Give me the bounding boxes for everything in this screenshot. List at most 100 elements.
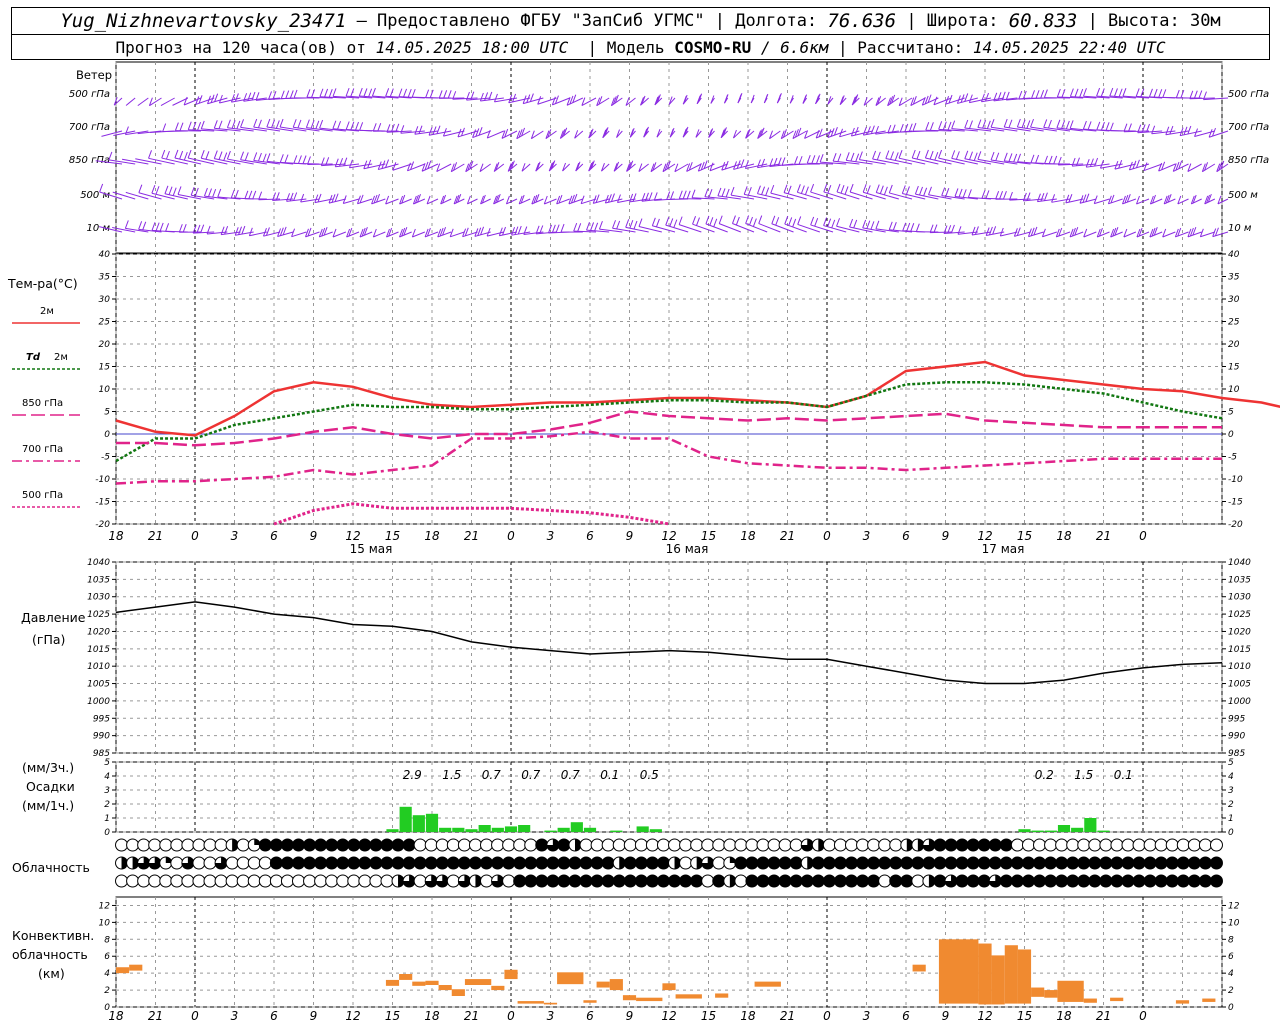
- cloud-circle: [291, 874, 305, 888]
- wind-barb-feather: [810, 183, 815, 193]
- precip-bar: [649, 829, 662, 832]
- cloud-symbol: [878, 874, 892, 888]
- wind-barb-feather: [964, 150, 969, 159]
- wind-barb-feather: [230, 189, 235, 199]
- wind-barb-feather: [1026, 192, 1031, 201]
- wind-barb-feather: [732, 129, 737, 139]
- wind-barb-feather: [840, 185, 845, 194]
- cloud-fill-part: [475, 875, 482, 887]
- wind-barb-feather: [876, 151, 881, 161]
- wind-barb-feather: [1082, 120, 1087, 130]
- cloud-circle: [645, 838, 659, 852]
- temp-panel-ytick-label: 10: [1228, 385, 1240, 395]
- wind-barb-staff: [1042, 231, 1057, 238]
- day-label: 15 мая: [350, 542, 393, 556]
- conv-panel-xtick-label: 18: [424, 1009, 440, 1023]
- cloud-symbol: [833, 874, 847, 888]
- wind-barb-feather: [403, 88, 408, 98]
- wind-barb-staff: [588, 130, 597, 139]
- wind-barb-feather: [904, 123, 909, 133]
- wind-barb-feather: [514, 226, 519, 235]
- precip-panel-ytick-label: 2: [104, 800, 110, 810]
- wind-barb-feather: [334, 193, 339, 202]
- precip-panel-ytick-label: 3: [1228, 786, 1234, 796]
- wind-barb-feather: [124, 220, 129, 229]
- wind-barb-staff: [898, 157, 926, 165]
- cloud-symbol: [247, 856, 261, 870]
- wind-barb-feather: [1030, 118, 1035, 128]
- wind-barb-feather: [669, 218, 674, 227]
- cloud-circle: [679, 838, 693, 852]
- cloud-symbol: [314, 838, 328, 852]
- wind-barb-feather: [1035, 90, 1040, 99]
- wind-barb-feather: [956, 95, 961, 104]
- cloud-symbol: [247, 874, 261, 888]
- wind-barb-staff: [487, 130, 505, 139]
- wind-barb-staff: [217, 196, 241, 200]
- precip-bar: [465, 829, 478, 832]
- wind-barb-feather: [286, 193, 291, 202]
- cloud-symbol: [402, 874, 416, 888]
- cloud-fill-full: [945, 857, 958, 869]
- wind-barb-feather: [234, 227, 239, 236]
- cloud-symbol: [225, 856, 239, 870]
- wind-barb-feather: [804, 186, 809, 195]
- wind-barb-staff: [255, 97, 281, 101]
- wind-barb-feather: [1124, 194, 1129, 204]
- cloud-fill-full: [325, 857, 338, 869]
- cloud-symbol: [336, 838, 350, 852]
- wind-barb-staff: [1023, 198, 1044, 202]
- wind-barb-feather: [997, 92, 1002, 101]
- cloud-circle: [1154, 838, 1168, 852]
- temp-panel-xtick-label: 12: [977, 529, 992, 543]
- wind-barb-feather: [319, 119, 324, 129]
- cloud-symbol: [889, 838, 903, 852]
- conv-layer: [754, 981, 781, 987]
- cloud-symbol: [601, 874, 615, 888]
- wind-barb-feather: [241, 225, 246, 235]
- cloud-symbol: [1165, 874, 1179, 888]
- wind-barb-feather: [494, 194, 499, 204]
- conv-layer: [464, 979, 492, 985]
- cloud-circle: [1021, 838, 1035, 852]
- cloud-symbol: [457, 874, 471, 888]
- precip-total-label: 0.7: [561, 768, 580, 782]
- cloud-circle: [634, 838, 648, 852]
- cloud-fill-full: [591, 875, 604, 887]
- wind-barb-feather: [957, 226, 962, 235]
- wind-barb-staff: [981, 97, 1005, 103]
- conv-panel-xtick-label: 9: [626, 1009, 634, 1023]
- wind-barb-feather: [792, 218, 797, 228]
- wind-barb-feather: [289, 192, 294, 202]
- conv-layer: [1202, 998, 1216, 1002]
- wind-barb-staff: [1004, 160, 1031, 165]
- cloud-symbol: [568, 874, 582, 888]
- wind-barb-staff: [1009, 198, 1031, 201]
- wind-barb-feather: [1074, 226, 1079, 236]
- cloud-fill-part: [674, 857, 681, 869]
- wind-barb-feather: [708, 129, 713, 138]
- wind-barb-feather: [1096, 121, 1101, 131]
- wind-barb-feather: [968, 94, 973, 103]
- wind-barb-feather: [626, 163, 631, 172]
- wind-barb-staff: [399, 231, 412, 238]
- wind-barb-feather: [700, 161, 705, 171]
- wind-barb-staff: [1217, 198, 1229, 205]
- temp-panel-xtick-label: 6: [902, 529, 910, 543]
- wind-barb-feather: [823, 183, 828, 193]
- precip-bar: [452, 827, 465, 832]
- cloud-symbol: [1099, 838, 1113, 852]
- cloud-symbol: [1077, 856, 1091, 870]
- wind-barb-staff: [650, 163, 663, 173]
- cloud-symbol: [137, 856, 151, 870]
- wind-barb-feather: [1152, 194, 1156, 204]
- wind-barb-feather: [1003, 152, 1008, 162]
- temp-panel-xtick-label: 0: [507, 529, 515, 543]
- wind-barb-feather: [688, 161, 693, 171]
- cloud-fill-full: [303, 839, 316, 851]
- wind-barb-staff: [357, 198, 373, 205]
- wind-barb-feather: [453, 195, 458, 205]
- wind-barb-staff: [1097, 231, 1110, 238]
- wind-barb-feather: [400, 125, 405, 134]
- wind-barb-feather: [192, 121, 197, 131]
